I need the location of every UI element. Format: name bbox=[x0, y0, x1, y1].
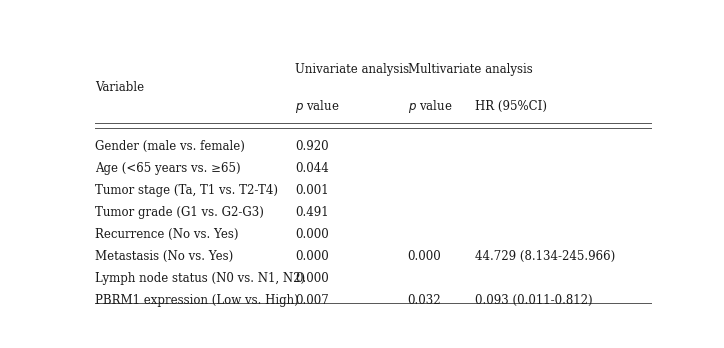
Text: Univariate analysis: Univariate analysis bbox=[295, 63, 410, 77]
Text: 0.920: 0.920 bbox=[295, 140, 329, 153]
Text: 0.044: 0.044 bbox=[295, 162, 329, 175]
Text: 0.007: 0.007 bbox=[295, 294, 329, 307]
Text: Lymph node status (N0 vs. N1, N2): Lymph node status (N0 vs. N1, N2) bbox=[95, 271, 305, 285]
Text: Variable: Variable bbox=[95, 81, 144, 94]
Text: HR (95%CI): HR (95%CI) bbox=[475, 100, 547, 112]
Text: Multivariate analysis: Multivariate analysis bbox=[408, 63, 532, 77]
Text: $p$ value: $p$ value bbox=[295, 97, 340, 114]
Text: 0.000: 0.000 bbox=[295, 271, 329, 285]
Text: Tumor stage (Ta, T1 vs. T2-T4): Tumor stage (Ta, T1 vs. T2-T4) bbox=[95, 184, 278, 197]
Text: Metastasis (No vs. Yes): Metastasis (No vs. Yes) bbox=[95, 250, 233, 263]
Text: 0.000: 0.000 bbox=[295, 228, 329, 241]
Text: Age (<65 years vs. ≥65): Age (<65 years vs. ≥65) bbox=[95, 162, 240, 175]
Text: Tumor grade (G1 vs. G2-G3): Tumor grade (G1 vs. G2-G3) bbox=[95, 206, 264, 219]
Text: $p$ value: $p$ value bbox=[408, 97, 452, 114]
Text: 44.729 (8.134-245.966): 44.729 (8.134-245.966) bbox=[475, 250, 615, 263]
Text: PBRM1 expression (Low vs. High): PBRM1 expression (Low vs. High) bbox=[95, 294, 299, 307]
Text: 0.001: 0.001 bbox=[295, 184, 329, 197]
Text: 0.093 (0.011-0.812): 0.093 (0.011-0.812) bbox=[475, 294, 592, 307]
Text: 0.000: 0.000 bbox=[408, 250, 441, 263]
Text: Gender (male vs. female): Gender (male vs. female) bbox=[95, 140, 245, 153]
Text: 0.000: 0.000 bbox=[295, 250, 329, 263]
Text: Recurrence (No vs. Yes): Recurrence (No vs. Yes) bbox=[95, 228, 238, 241]
Text: 0.032: 0.032 bbox=[408, 294, 441, 307]
Text: 0.491: 0.491 bbox=[295, 206, 329, 219]
